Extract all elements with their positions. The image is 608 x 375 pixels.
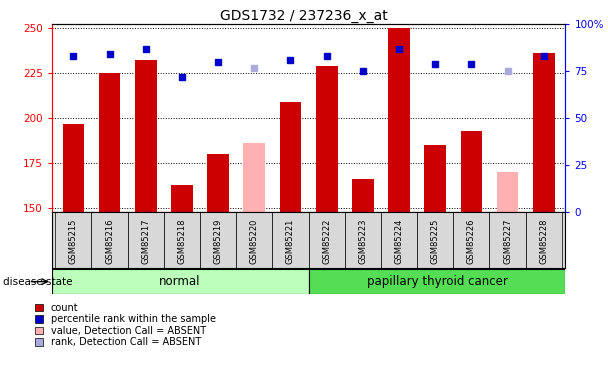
Bar (171, 185, 193, 212)
Bar (243, 143, 265, 212)
Bar (388, 28, 410, 212)
Bar (63, 123, 85, 212)
Bar (316, 66, 337, 212)
Text: GSM85223: GSM85223 (358, 219, 367, 264)
Bar (164, 212, 200, 268)
Bar (460, 131, 482, 212)
Text: GDS1732 / 237236_x_at: GDS1732 / 237236_x_at (220, 9, 388, 23)
Bar (489, 212, 526, 268)
Text: GSM85215: GSM85215 (69, 219, 78, 264)
Text: GSM85226: GSM85226 (467, 219, 476, 264)
Bar (128, 212, 164, 268)
Bar (424, 145, 446, 212)
Text: GSM85225: GSM85225 (430, 219, 440, 264)
Bar (200, 212, 236, 268)
Text: papillary thyroid cancer: papillary thyroid cancer (367, 275, 508, 288)
Bar (91, 212, 128, 268)
Legend: count, percentile rank within the sample, value, Detection Call = ABSENT, rank, : count, percentile rank within the sample… (35, 303, 216, 347)
Text: normal: normal (159, 275, 201, 288)
Bar (533, 53, 554, 212)
Bar (55, 212, 91, 268)
Bar (135, 60, 157, 212)
Text: GSM85221: GSM85221 (286, 219, 295, 264)
Bar (236, 212, 272, 268)
Text: GSM85222: GSM85222 (322, 219, 331, 264)
Bar (280, 102, 302, 212)
Bar (272, 212, 308, 268)
Text: GSM85216: GSM85216 (105, 219, 114, 264)
Text: GSM85224: GSM85224 (395, 219, 404, 264)
Bar (98, 73, 120, 212)
Bar (417, 212, 454, 268)
Text: GSM85217: GSM85217 (141, 219, 150, 264)
Text: GSM85227: GSM85227 (503, 219, 512, 264)
Bar (497, 172, 519, 212)
Bar (526, 212, 562, 268)
Text: GSM85219: GSM85219 (213, 219, 223, 264)
Bar (454, 212, 489, 268)
Bar (308, 269, 565, 294)
Bar (381, 212, 417, 268)
Bar (52, 269, 308, 294)
Text: disease state: disease state (3, 277, 72, 286)
Bar (345, 212, 381, 268)
Text: GSM85220: GSM85220 (250, 219, 259, 264)
Bar (308, 212, 345, 268)
Text: GSM85228: GSM85228 (539, 219, 548, 264)
Bar (352, 179, 374, 212)
Bar (207, 154, 229, 212)
Text: GSM85218: GSM85218 (178, 219, 187, 264)
